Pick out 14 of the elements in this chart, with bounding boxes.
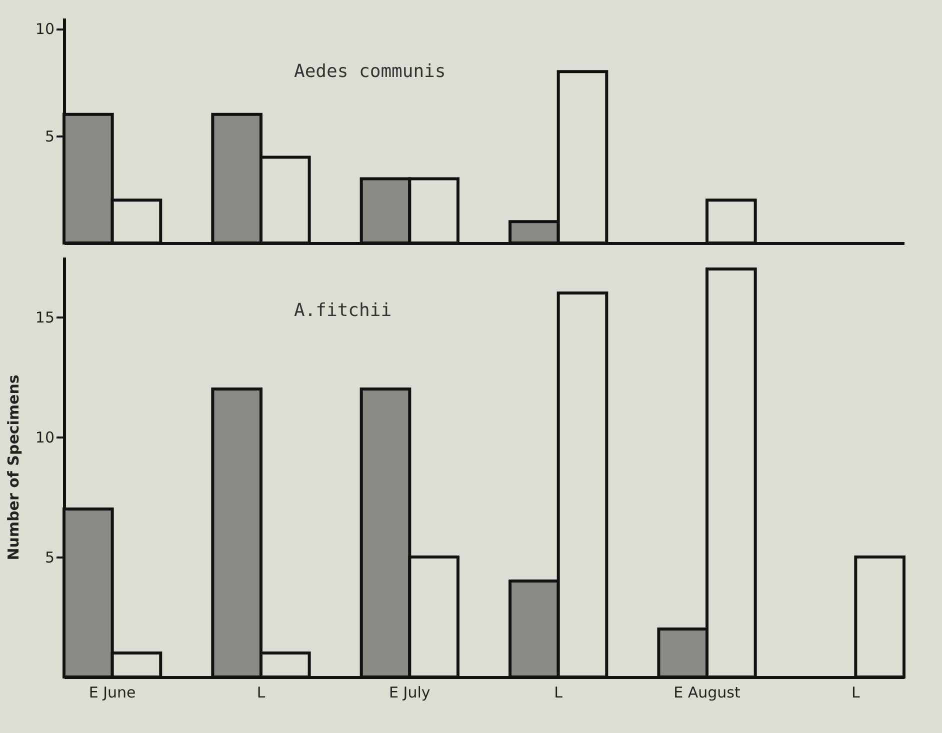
y-tick-label: 5	[44, 548, 54, 566]
x-tick-label: E August	[674, 684, 740, 702]
y-tick-label: 10	[35, 428, 54, 446]
x-tick-label: L	[554, 684, 564, 702]
x-tick-label: E July	[389, 684, 430, 702]
x-tick-label: L	[852, 684, 860, 702]
annotation: A.fitchii	[294, 300, 392, 321]
y-tick-label: 10	[35, 20, 54, 38]
y-axis-title: Number of Specimens	[4, 374, 22, 560]
annotation: Aedes communis	[294, 61, 446, 82]
x-tick-label: L	[256, 684, 266, 702]
x-tick-label: E June	[88, 684, 136, 702]
y-tick-label: 5	[44, 127, 54, 146]
y-tick-label: 15	[35, 308, 54, 326]
